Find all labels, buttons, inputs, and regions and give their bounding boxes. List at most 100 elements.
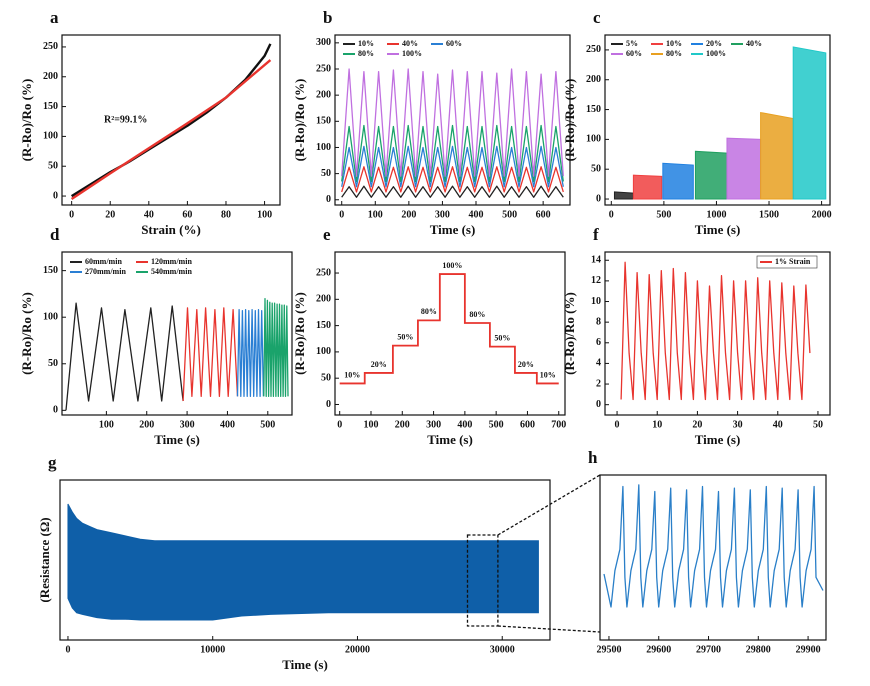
legend-label: 270mm/min bbox=[85, 267, 126, 276]
legend-label: 40% bbox=[746, 39, 762, 48]
x-tick-label: 500 bbox=[656, 209, 671, 220]
y-tick-label: 250 bbox=[586, 44, 601, 55]
x-axis-label: Time (s) bbox=[695, 432, 741, 447]
legend-label: 100% bbox=[706, 49, 726, 58]
step-label: 20% bbox=[371, 360, 387, 369]
data-line bbox=[65, 302, 184, 411]
data-block bbox=[662, 162, 694, 200]
y-tick-label: 50 bbox=[321, 372, 331, 383]
x-tick-label: 1500 bbox=[759, 209, 779, 220]
y-tick-label: 150 bbox=[43, 101, 58, 112]
x-tick-label: 400 bbox=[457, 419, 472, 430]
legend-label: 60mm/min bbox=[85, 257, 122, 266]
x-tick-label: 500 bbox=[502, 209, 517, 220]
x-tick-label: 50 bbox=[813, 419, 823, 430]
legend-label: 20% bbox=[706, 39, 722, 48]
x-tick-label: 10000 bbox=[200, 644, 225, 655]
x-tick-label: 200 bbox=[395, 419, 410, 430]
x-axis-label: Time (s) bbox=[282, 657, 328, 672]
x-tick-label: 40 bbox=[144, 209, 154, 220]
x-tick-label: 100 bbox=[99, 419, 114, 430]
x-tick-label: 10 bbox=[652, 419, 662, 430]
step-line bbox=[339, 273, 559, 385]
x-tick-label: 500 bbox=[260, 419, 275, 430]
y-tick-label: 50 bbox=[321, 168, 331, 179]
x-tick-label: 200 bbox=[139, 419, 154, 430]
x-tick-label: 400 bbox=[469, 209, 484, 220]
x-tick-label: 29600 bbox=[646, 644, 671, 655]
x-tick-label: 0 bbox=[69, 209, 74, 220]
y-tick-label: 200 bbox=[43, 71, 58, 82]
y-tick-label: 8 bbox=[596, 316, 601, 327]
x-axis-label: Time (s) bbox=[154, 432, 200, 447]
data-line bbox=[236, 309, 265, 398]
legend-label: 100% bbox=[402, 49, 422, 58]
y-tick-label: 250 bbox=[316, 267, 331, 278]
x-tick-label: 0 bbox=[337, 419, 342, 430]
data-block bbox=[632, 174, 663, 200]
data-line bbox=[603, 484, 824, 608]
y-tick-label: 12 bbox=[591, 275, 601, 286]
y-tick-label: 300 bbox=[316, 37, 331, 48]
x-axis-label: Time (s) bbox=[430, 222, 476, 237]
x-tick-label: 29500 bbox=[596, 644, 621, 655]
x-tick-label: 29800 bbox=[746, 644, 771, 655]
x-axis-label: Time (s) bbox=[695, 222, 741, 237]
y-tick-label: 0 bbox=[326, 399, 331, 410]
x-tick-label: 2000 bbox=[812, 209, 832, 220]
x-axis-label: Time (s) bbox=[427, 432, 473, 447]
x-tick-label: 300 bbox=[180, 419, 195, 430]
legend-label: 80% bbox=[666, 49, 682, 58]
panel-label: e bbox=[323, 225, 331, 244]
signal-band bbox=[67, 503, 539, 621]
y-axis-label: (R-Ro)/Ro (%) bbox=[562, 79, 577, 162]
y-axis-label: (R-Ro)/Ro (%) bbox=[19, 292, 34, 375]
x-tick-label: 29900 bbox=[796, 644, 821, 655]
legend-label: 40% bbox=[402, 39, 418, 48]
x-tick-label: 29700 bbox=[696, 644, 721, 655]
y-tick-label: 150 bbox=[316, 116, 331, 127]
x-tick-label: 20000 bbox=[345, 644, 370, 655]
legend-label: 1% Strain bbox=[775, 257, 811, 266]
x-tick-label: 20 bbox=[105, 209, 115, 220]
step-label: 50% bbox=[494, 333, 510, 342]
data-line bbox=[182, 307, 239, 402]
y-tick-label: 150 bbox=[316, 320, 331, 331]
y-tick-label: 150 bbox=[43, 265, 58, 276]
y-tick-label: 4 bbox=[596, 358, 601, 369]
x-tick-label: 300 bbox=[426, 419, 441, 430]
data-line bbox=[620, 261, 811, 401]
data-block bbox=[792, 46, 827, 200]
x-tick-label: 40 bbox=[773, 419, 783, 430]
annotation: R²=99.1% bbox=[104, 114, 147, 125]
x-tick-label: 100 bbox=[363, 419, 378, 430]
step-label: 20% bbox=[518, 360, 534, 369]
x-tick-label: 200 bbox=[401, 209, 416, 220]
plot-frame bbox=[334, 251, 566, 416]
step-label: 80% bbox=[421, 307, 437, 316]
y-axis-label: (R-Ro)/Ro (%) bbox=[562, 292, 577, 375]
y-tick-label: 6 bbox=[596, 337, 601, 348]
x-tick-label: 500 bbox=[489, 419, 504, 430]
data-block bbox=[726, 137, 762, 200]
data-line bbox=[341, 68, 564, 177]
data-line bbox=[70, 59, 272, 201]
x-tick-label: 0 bbox=[615, 419, 620, 430]
data-line bbox=[341, 185, 564, 198]
x-tick-label: 0 bbox=[609, 209, 614, 220]
panel-label: a bbox=[50, 8, 59, 27]
y-axis-label: (Resistance (Ω) bbox=[37, 517, 52, 602]
legend-box bbox=[756, 255, 818, 269]
y-tick-label: 100 bbox=[316, 142, 331, 153]
y-tick-label: 150 bbox=[586, 104, 601, 115]
x-tick-label: 80 bbox=[221, 209, 231, 220]
y-tick-label: 100 bbox=[586, 134, 601, 145]
data-line bbox=[70, 43, 272, 198]
legend-label: 5% bbox=[626, 39, 638, 48]
legend-label: 120mm/min bbox=[151, 257, 192, 266]
y-tick-label: 0 bbox=[53, 190, 58, 201]
x-tick-label: 400 bbox=[220, 419, 235, 430]
y-tick-label: 100 bbox=[316, 346, 331, 357]
y-tick-label: 100 bbox=[43, 311, 58, 322]
step-label: 10% bbox=[540, 370, 556, 379]
